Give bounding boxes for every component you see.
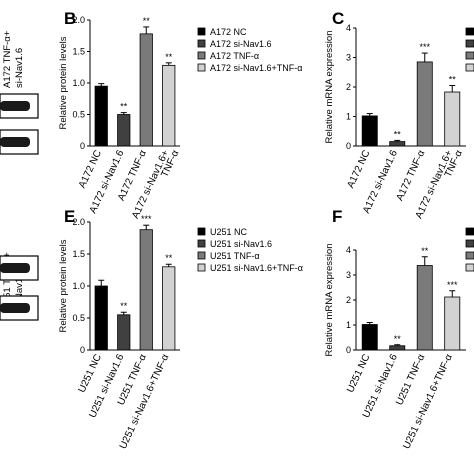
legend-entry: U251 si-Nav1.6 (210, 239, 272, 249)
legend-swatch (197, 39, 206, 48)
significance-label: ** (394, 334, 402, 344)
legend-swatch-cropped (465, 27, 474, 36)
legend-swatch (197, 251, 206, 260)
y-tick-label: 2 (346, 295, 351, 305)
bar (361, 324, 378, 351)
legend-entry: A172 TNF-α (210, 51, 259, 61)
y-tick-label: 1 (346, 320, 351, 330)
y-tick-label: 3 (346, 53, 351, 63)
legend-entry: A172 si-Nav1.6 (210, 39, 272, 49)
y-tick-label: 4 (346, 23, 351, 33)
bar (162, 266, 176, 351)
legend-entry: U251 si-Nav1.6+TNF-α (210, 263, 303, 273)
y-tick-label: 2.0 (72, 15, 85, 25)
legend-swatch-cropped (465, 63, 474, 72)
bar (389, 345, 406, 351)
x-tick-label: U251 si-Nav1.6+TNF-α (401, 352, 455, 450)
bar (139, 229, 153, 351)
y-tick-label: 0 (80, 141, 85, 151)
y-axis-title: Relative protein levels (58, 36, 69, 129)
significance-label: *** (447, 280, 458, 290)
bar (416, 265, 433, 351)
significance-label: ** (165, 253, 173, 263)
bar (416, 61, 433, 147)
significance-label: ** (421, 246, 429, 256)
y-axis-title: Relative mRNA expression (324, 31, 335, 144)
panel-letter: B (64, 9, 76, 28)
panel-e: E 0 0.5 1.0 1.5 2.0 Relative protein levels U25… (58, 207, 303, 451)
significance-label: ** (449, 75, 457, 85)
significance-label: ** (143, 16, 151, 26)
significance-label: *** (419, 42, 430, 52)
y-tick-label: 0 (346, 141, 351, 151)
bar (94, 285, 108, 351)
significance-label: ** (120, 301, 128, 311)
bar (444, 91, 461, 147)
x-tick-label: U251 NC (345, 353, 372, 395)
blot-band (0, 263, 30, 273)
legend-swatch-cropped (465, 39, 474, 48)
y-tick-label: 0.5 (72, 110, 85, 120)
panel-b: B 0 0.5 1.0 1.5 2.0 Relative protein levels A17… (58, 9, 302, 221)
legend-swatch-cropped (465, 239, 474, 248)
legend-swatch (197, 63, 206, 72)
panel-letter: E (64, 207, 75, 226)
blot-band (0, 101, 30, 111)
x-tick-label: A172 NC (345, 149, 372, 190)
bar (444, 296, 461, 351)
legend-swatch (197, 227, 206, 236)
blot-lane-label: U251 TNF-α+ (2, 252, 13, 310)
y-tick-label: 1.0 (72, 78, 85, 88)
legend-swatch-cropped (465, 263, 474, 272)
legend-entry: A172 NC (210, 27, 247, 37)
panel-f: F 0 1 2 3 4 Relative mRNA expression U251 NC U25… (324, 207, 474, 451)
legend-entry: A172 si-Nav1.6+TNF-α (210, 63, 302, 73)
y-tick-label: 0.5 (72, 313, 85, 323)
panel-letter: F (332, 207, 342, 226)
y-tick-label: 0 (80, 345, 85, 355)
y-tick-label: 2.0 (72, 217, 85, 227)
y-axis-title: Relative protein levels (58, 239, 69, 332)
y-tick-label: 2 (346, 82, 351, 92)
blot-lane-label: si-Nav1.6 (14, 270, 25, 310)
bar (361, 115, 378, 147)
bar (117, 314, 131, 351)
legend-swatch (197, 239, 206, 248)
legend-entry: U251 TNF-α (210, 251, 260, 261)
significance-label: *** (141, 214, 152, 224)
significance-label: ** (165, 52, 173, 62)
significance-label: ** (394, 129, 402, 139)
bar (389, 141, 406, 147)
y-tick-label: 1.5 (72, 249, 85, 259)
y-axis-title: Relative mRNA expression (324, 244, 335, 357)
blot-lane-label: A172 TNF-α+ (2, 30, 13, 88)
bar (94, 85, 108, 147)
panel-letter: C (332, 9, 344, 28)
y-tick-label: 1.0 (72, 281, 85, 291)
bar (117, 114, 131, 147)
blot-band (0, 303, 30, 313)
blot-band (0, 137, 30, 147)
bar (162, 64, 176, 147)
legend-swatch (197, 51, 206, 60)
significance-label: ** (120, 102, 128, 112)
y-tick-label: 1 (346, 112, 351, 122)
y-tick-label: 4 (346, 245, 351, 255)
legend-swatch-cropped (465, 251, 474, 260)
legend-entry: U251 NC (210, 227, 248, 237)
y-tick-label: 0 (346, 345, 351, 355)
bar (139, 33, 153, 147)
y-tick-label: 3 (346, 270, 351, 280)
blot-lane-label: si-Nav1.6 (14, 48, 25, 88)
y-tick-label: 1.5 (72, 47, 85, 57)
legend-swatch (197, 263, 206, 272)
legend-swatch-cropped (465, 227, 474, 236)
legend-swatch (197, 27, 206, 36)
legend-swatch-cropped (465, 51, 474, 60)
